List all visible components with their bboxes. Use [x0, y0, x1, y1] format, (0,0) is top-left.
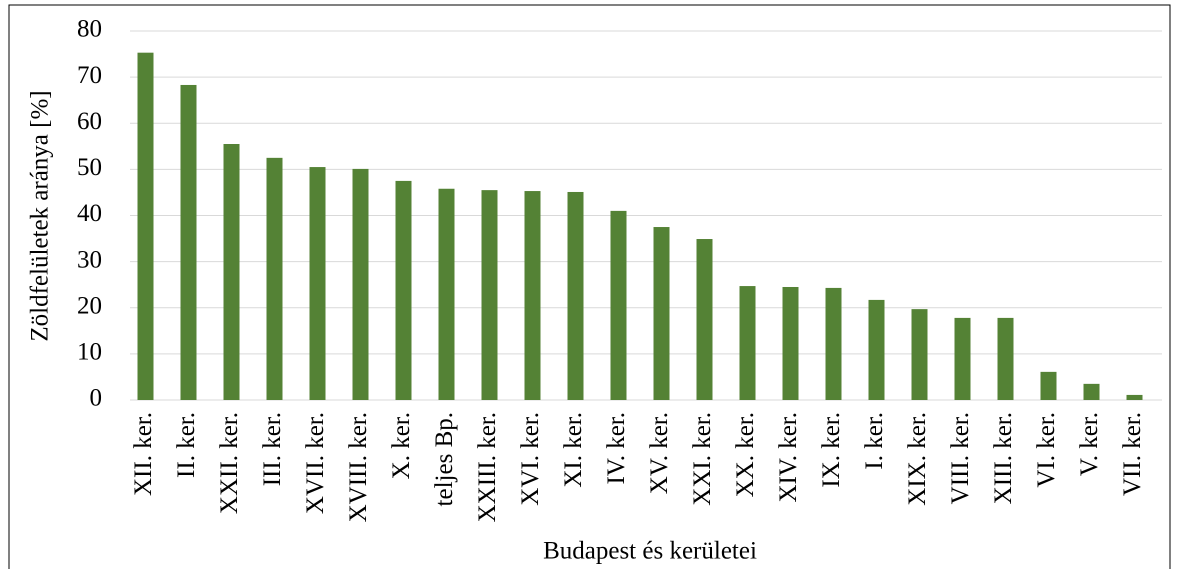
x-tick-label: VII. ker. — [1119, 412, 1146, 496]
bar — [1083, 383, 1100, 400]
x-axis-title: Budapest és kerületei — [543, 538, 757, 565]
bar — [696, 239, 713, 400]
x-tick-label: XXI. ker. — [689, 412, 716, 506]
x-tick-label: III. ker. — [259, 412, 286, 486]
bar — [1126, 394, 1143, 400]
x-tick-label: XI. ker. — [560, 412, 587, 488]
x-tick-label: XVI. ker. — [517, 412, 544, 506]
x-tick-label: I. ker. — [861, 412, 888, 470]
y-axis-title: Zöldfelületek aránya [%] — [27, 90, 54, 341]
x-tick-label: II. ker. — [173, 412, 200, 478]
bar — [137, 52, 154, 401]
bar — [352, 168, 369, 400]
x-tick-label: VI. ker. — [1033, 412, 1060, 488]
bar — [739, 286, 756, 400]
y-tick-label: 10 — [77, 339, 102, 366]
bar — [438, 188, 455, 400]
x-tick-label: XX. ker. — [732, 412, 759, 497]
x-tick-label: XIX. ker. — [904, 412, 931, 506]
x-tick-label: teljes Bp. — [431, 412, 458, 506]
x-tick-label: XIV. ker. — [775, 412, 802, 503]
y-tick-label: 60 — [77, 108, 102, 135]
y-tick-label: 70 — [77, 62, 102, 89]
bar — [868, 299, 885, 400]
x-tick-label: V. ker. — [1076, 412, 1103, 476]
bar — [610, 210, 627, 400]
x-tick-label: XVIII. ker. — [345, 412, 372, 522]
bar — [180, 84, 197, 400]
x-tick-label: XXIII. ker. — [474, 412, 501, 522]
bar — [954, 317, 971, 400]
bar — [481, 190, 498, 400]
y-tick-label: 20 — [77, 292, 102, 319]
bar — [395, 180, 412, 400]
bar — [1040, 371, 1057, 400]
x-tick-label: XII. ker. — [130, 412, 157, 496]
bar — [653, 227, 670, 400]
x-tick-label: VIII. ker. — [947, 412, 974, 504]
bar — [524, 191, 541, 400]
chart-frame — [8, 4, 1171, 569]
x-tick-label: XVII. ker. — [302, 412, 329, 514]
bar — [997, 317, 1014, 400]
bar — [782, 286, 799, 400]
bar — [911, 309, 928, 400]
bar — [825, 287, 842, 400]
y-tick-label: 50 — [77, 154, 102, 181]
x-tick-label: IV. ker. — [603, 412, 630, 484]
x-tick-label: X. ker. — [388, 412, 415, 479]
bar — [266, 157, 283, 400]
y-tick-label: 40 — [77, 200, 102, 227]
x-tick-label: XIII. ker. — [990, 412, 1017, 504]
y-tick-label: 30 — [77, 246, 102, 273]
x-tick-label: IX. ker. — [818, 412, 845, 488]
bar — [309, 167, 326, 400]
bar — [567, 191, 584, 400]
y-tick-label: 0 — [90, 385, 103, 412]
bar — [223, 144, 240, 400]
x-tick-label: XXII. ker. — [216, 412, 243, 514]
y-tick-label: 80 — [77, 16, 102, 43]
x-tick-label: XV. ker. — [646, 412, 673, 494]
